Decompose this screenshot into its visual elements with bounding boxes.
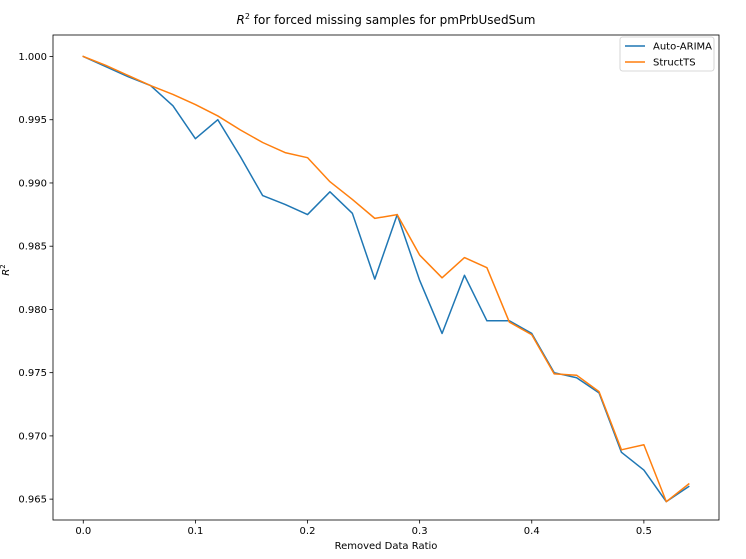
x-axis-label: Removed Data Ratio [335, 541, 438, 552]
chart-title: R2 for forced missing samples for pmPrbU… [237, 12, 536, 27]
x-tick-label: 0.0 [75, 526, 91, 537]
y-tick-label: 0.985 [18, 242, 47, 253]
x-tick-label: 0.5 [636, 526, 652, 537]
y-tick-label: 0.970 [18, 431, 47, 442]
title-suffix: for forced missing samples for pmPrbUsed… [250, 13, 536, 27]
y-tick-label: 0.965 [18, 495, 47, 506]
legend-label-structts: StructTS [653, 58, 696, 69]
y-tick-label: 0.995 [18, 115, 47, 126]
y-tick-label: 1.000 [18, 52, 47, 63]
x-tick-label: 0.2 [300, 526, 316, 537]
y-axis-label: R2 [0, 264, 12, 275]
plot-area: 0.0 0.1 0.2 0.3 0.4 0.5 0.965 0.970 0.975 0.980 0.… [18, 34, 720, 537]
axes-frame [52, 34, 720, 521]
title-prefix: R [237, 13, 245, 27]
legend: Auto-ARIMA StructTS [619, 36, 715, 72]
series-line-structts [82, 55, 690, 503]
y-tick-label: 0.980 [18, 305, 47, 316]
ylabel-superscript: 2 [0, 264, 7, 268]
y-tick-label: 0.975 [18, 368, 47, 379]
ylabel-prefix: R [1, 269, 12, 276]
x-tick-label: 0.3 [412, 526, 428, 537]
y-tick-label: 0.990 [18, 178, 47, 189]
x-tick-label: 0.1 [187, 526, 203, 537]
series-line-auto-arima [82, 55, 690, 503]
title-superscript: 2 [245, 12, 250, 21]
x-tick-label: 0.4 [524, 526, 540, 537]
legend-label-auto-arima: Auto-ARIMA [653, 42, 712, 53]
